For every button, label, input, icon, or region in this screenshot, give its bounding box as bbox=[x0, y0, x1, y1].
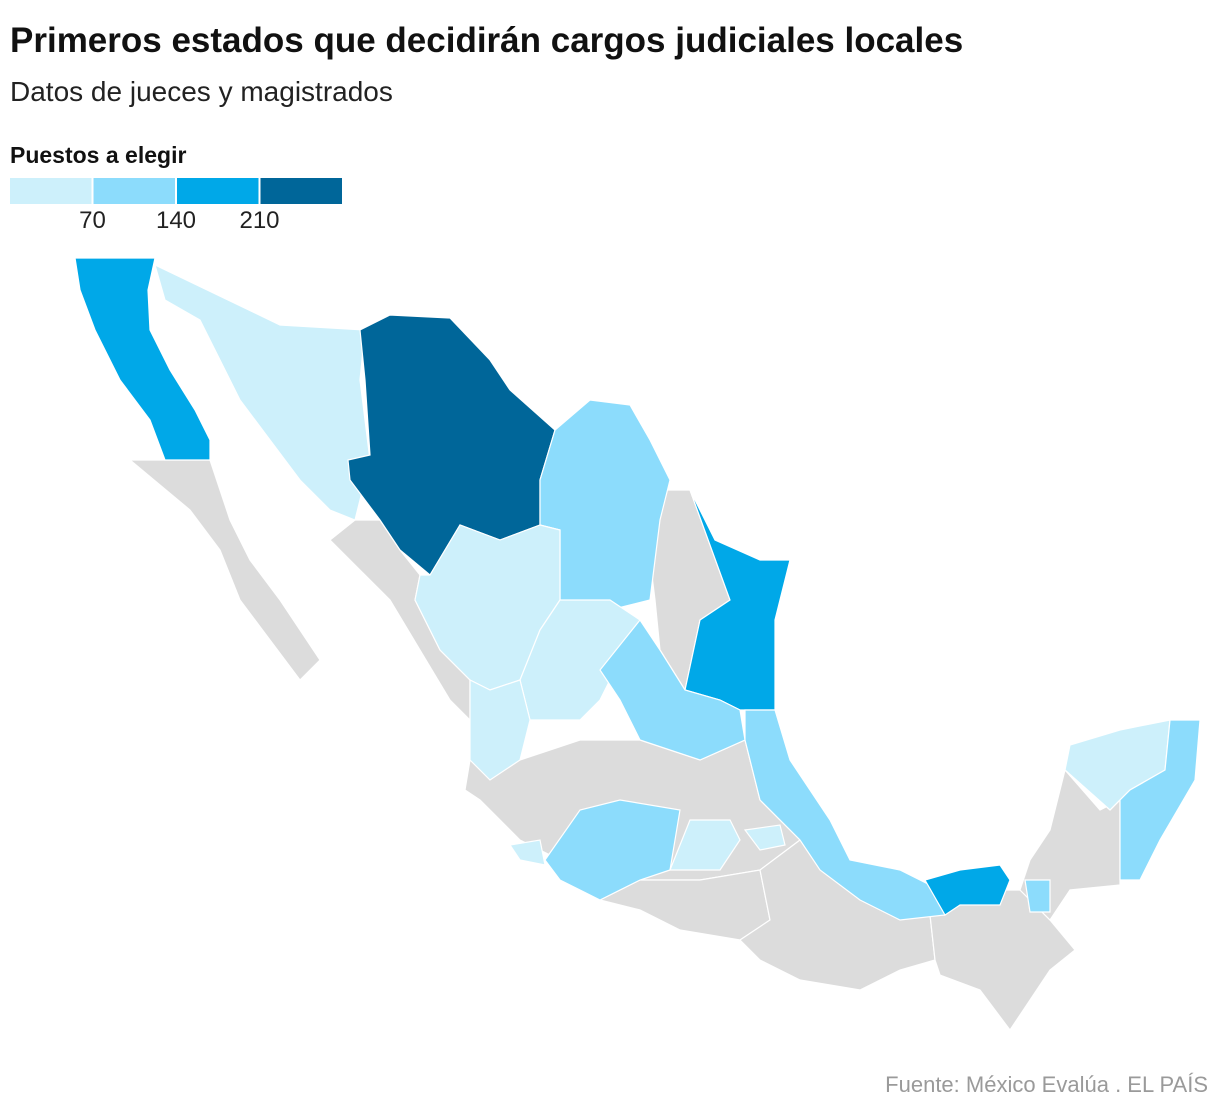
map bbox=[74, 257, 1201, 1032]
legend-tick-label: 210 bbox=[239, 207, 279, 234]
state bbox=[669, 819, 741, 871]
state bbox=[1109, 719, 1201, 881]
legend-swatch bbox=[177, 178, 259, 204]
state bbox=[469, 679, 531, 781]
legend: 70 140 210 bbox=[10, 178, 342, 234]
subtitle: Datos de jueces y magistrados bbox=[10, 76, 393, 107]
legend-swatch bbox=[10, 178, 92, 204]
legend-swatch bbox=[93, 178, 175, 204]
state bbox=[74, 257, 211, 461]
source: Fuente: México Evalúa . EL PAÍS bbox=[885, 1072, 1208, 1097]
legend-title: Puestos a elegir bbox=[10, 142, 186, 168]
state bbox=[743, 824, 786, 851]
legend-swatch bbox=[260, 178, 342, 204]
state bbox=[128, 459, 321, 681]
legend-tick-label: 70 bbox=[79, 207, 106, 234]
state bbox=[508, 839, 546, 866]
state bbox=[1024, 879, 1051, 913]
state bbox=[924, 864, 1011, 916]
title: Primeros estados que decidirán cargos ju… bbox=[10, 21, 963, 60]
legend-tick-label: 140 bbox=[156, 207, 196, 234]
